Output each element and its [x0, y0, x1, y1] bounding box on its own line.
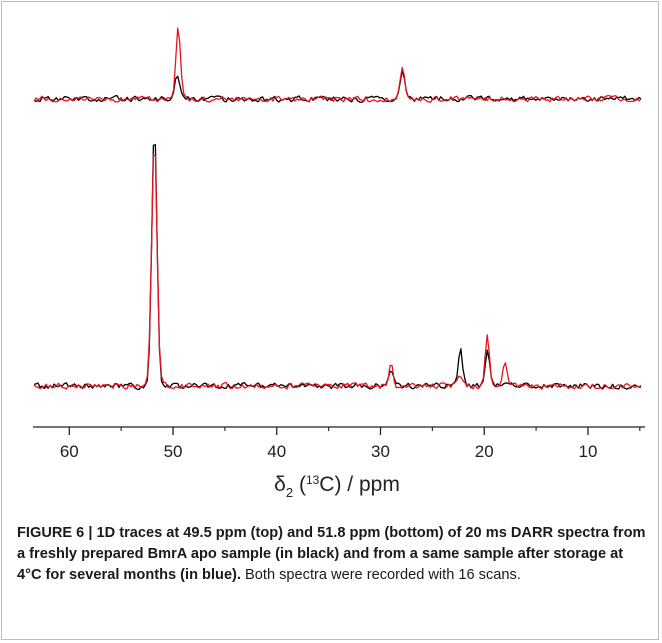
xlabel-separator: ) /	[334, 473, 359, 496]
xlabel-mass-number: 13	[306, 473, 320, 487]
xlabel-unit: ppm	[359, 473, 400, 496]
bottom-trace-fresh	[33, 144, 641, 391]
xlabel-nucleus: C	[319, 473, 334, 496]
tick-label: 40	[267, 442, 286, 461]
x-axis: 60 50 40 30 20 10	[33, 426, 645, 461]
x-axis-tick-labels: 60 50 40 30 20 10	[60, 442, 598, 461]
top-trace-stored	[33, 27, 642, 103]
xlabel-subscript: 2	[286, 485, 293, 500]
tick-label: 30	[371, 442, 390, 461]
x-axis-label: δ2 (13C) / ppm	[274, 473, 400, 500]
tick-label: 20	[475, 442, 494, 461]
tick-label: 10	[578, 442, 597, 461]
spectral-traces	[33, 27, 642, 391]
caption-bold-text: FIGURE 6 | 1D traces at 49.5 ppm (top) a…	[17, 525, 646, 583]
figure-caption: FIGURE 6 | 1D traces at 49.5 ppm (top) a…	[17, 523, 649, 586]
nmr-spectra-chart: 60 50 40 30 20 10 δ2 (13C) / ppm	[33, 27, 645, 500]
bottom-trace-stored	[33, 154, 642, 390]
xlabel-symbol: δ	[274, 473, 286, 496]
tick-label: 50	[164, 442, 183, 461]
tick-label: 60	[60, 442, 79, 461]
caption-plain-text: Both spectra were recorded with 16 scans…	[245, 567, 521, 583]
xlabel-open-paren: (	[293, 473, 306, 496]
x-axis-ticks	[68, 427, 641, 435]
